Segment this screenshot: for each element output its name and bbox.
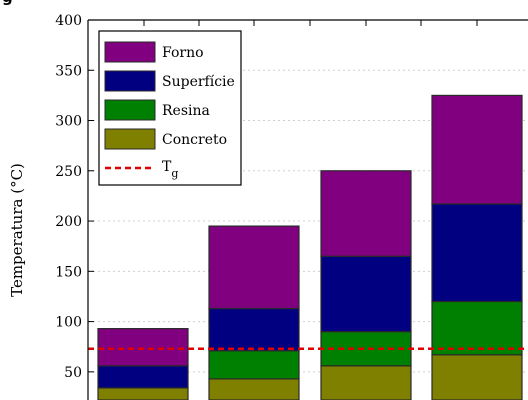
y-tick-label: 350 — [55, 63, 82, 79]
bar-segment-forno — [320, 170, 412, 257]
legend-swatch-3 — [104, 128, 156, 150]
bar-segment-resina — [431, 300, 523, 356]
y-tick-label: 100 — [55, 315, 82, 331]
legend-entry-label: Superfície — [162, 74, 235, 90]
clipped-title-fragment: g — [2, 0, 13, 6]
y-axis-label: Temperatura (°C) — [8, 163, 26, 297]
bar-segment-resina — [208, 350, 300, 380]
bar-segment-concreto — [208, 378, 300, 400]
y-tick-label: 400 — [55, 13, 82, 29]
y-tick-label: 200 — [55, 214, 82, 230]
legend-swatch-1 — [104, 70, 156, 92]
bar-segment-resina — [320, 331, 412, 367]
legend-entry-label: Concreto — [162, 132, 227, 148]
bar-segment-concreto — [320, 365, 412, 400]
bar-segment-superfcie — [320, 255, 412, 333]
bar-segment-concreto — [431, 354, 523, 400]
bar-segment-forno — [97, 328, 189, 367]
bar-segment-forno — [208, 225, 300, 310]
axes — [87, 19, 528, 400]
y-tick-labels: 50 100 150 200 250 300 350 400 — [55, 13, 82, 381]
bar-segment-superfcie — [97, 365, 189, 389]
bar-segment-superfcie — [208, 307, 300, 352]
bar-segment-forno — [431, 94, 523, 205]
bars — [97, 94, 523, 400]
legend-entry-label: Forno — [162, 45, 204, 61]
y-tick-label: 300 — [55, 114, 82, 130]
legend-swatch-0 — [104, 41, 156, 63]
legend-swatch-2 — [104, 99, 156, 121]
bar-segment-superfcie — [431, 203, 523, 303]
legend-entry-label: Resina — [162, 103, 210, 119]
y-tick-label: 250 — [55, 164, 82, 180]
bar-segment-concreto — [97, 387, 189, 400]
y-tick-label: 50 — [64, 365, 82, 381]
y-tick-label: 150 — [55, 264, 82, 280]
